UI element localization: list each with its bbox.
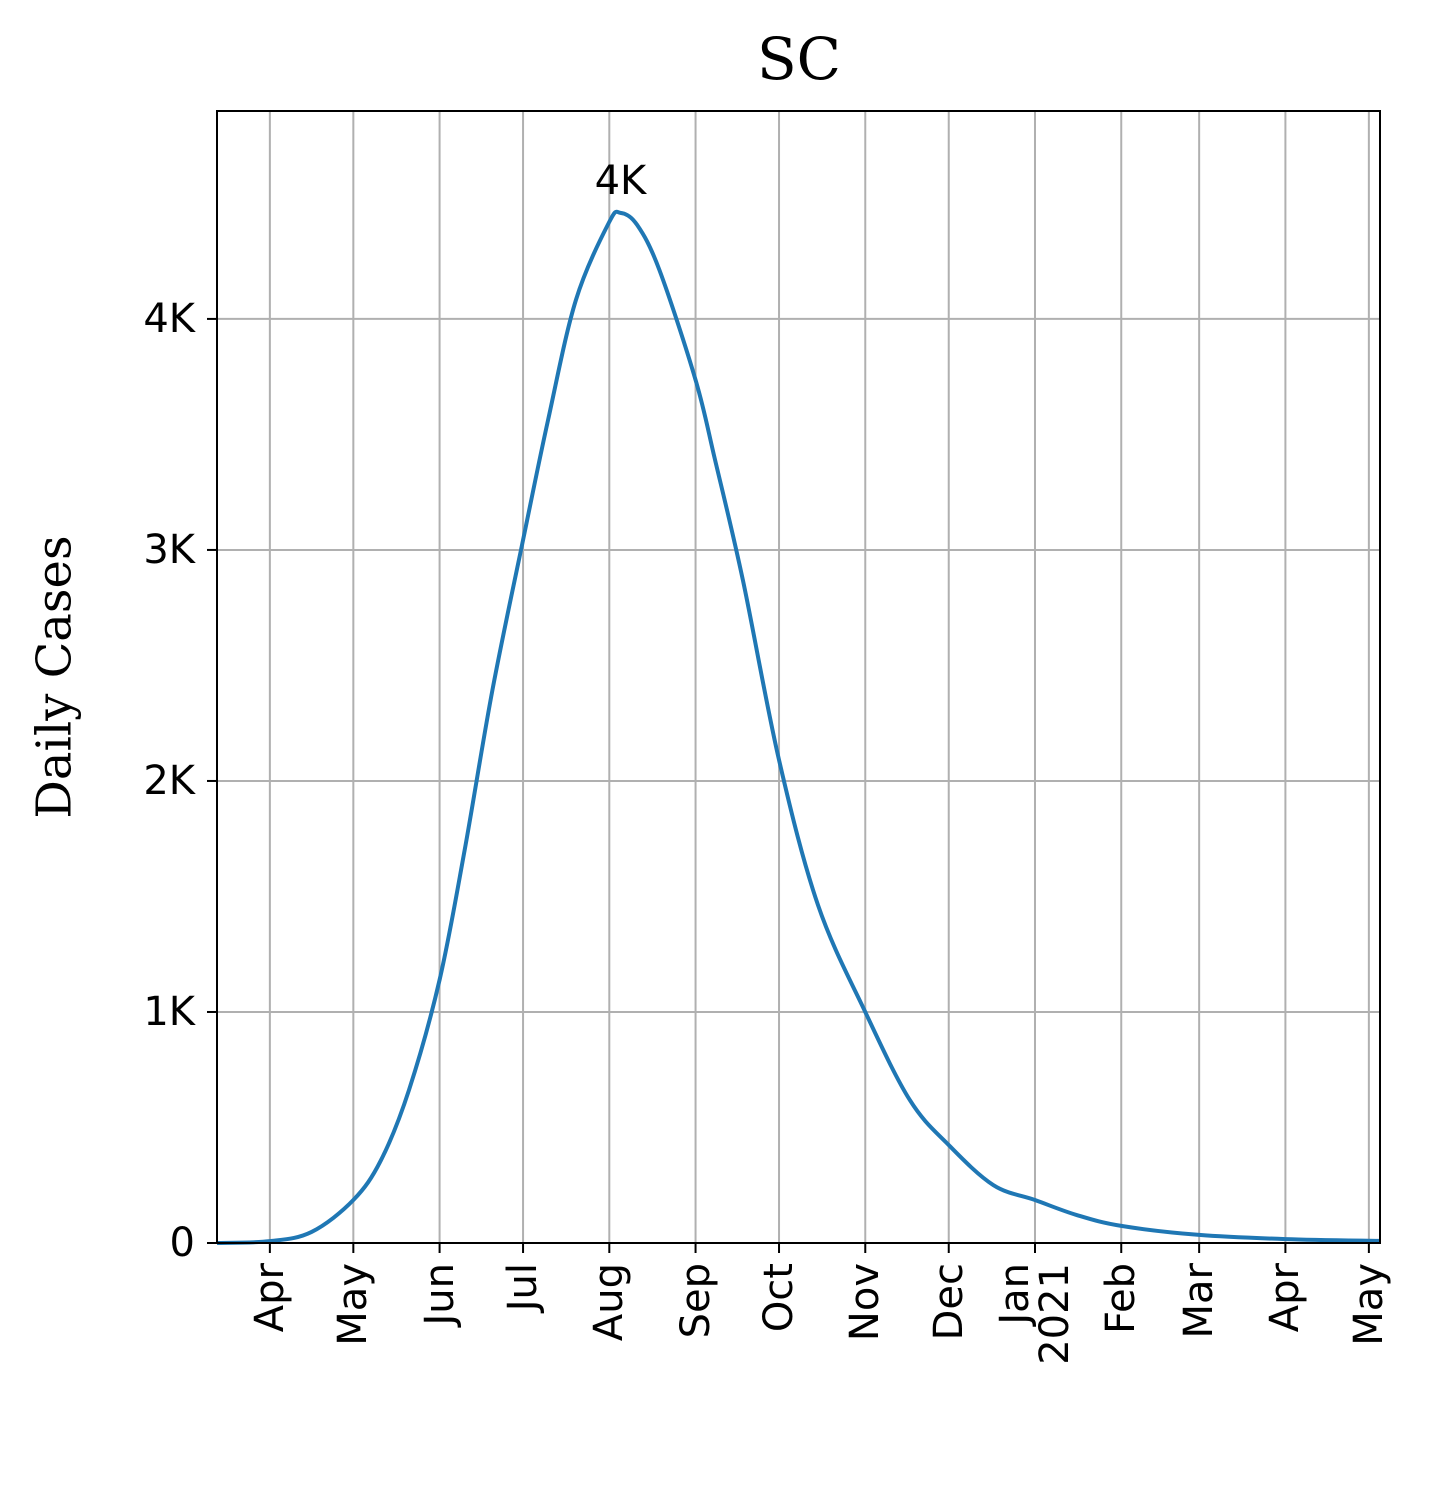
x-tick-label: Jun: [416, 1263, 463, 1326]
data-line: [216, 209, 1381, 1245]
x-tick-label: Oct: [756, 1263, 803, 1333]
x-tick-label: Nov: [842, 1263, 889, 1342]
x-tick-label: Jul: [500, 1263, 547, 1312]
x-tick-label: Jan 2021: [991, 1263, 1078, 1365]
peak-label: 4K: [595, 158, 648, 204]
y-tick-label: 4K: [143, 296, 196, 342]
x-tick-label: Dec: [925, 1263, 972, 1341]
x-tick-label: Mar: [1176, 1263, 1223, 1339]
x-tick-label: Aug: [586, 1263, 633, 1342]
x-tick-label: May: [330, 1263, 377, 1346]
y-tick-label: 0: [170, 1220, 195, 1266]
x-tick-label: Apr: [1262, 1263, 1309, 1333]
y-axis-label: Daily Cases: [27, 535, 83, 818]
x-tick-label: Feb: [1098, 1263, 1145, 1334]
x-tick-label: Sep: [672, 1263, 719, 1339]
y-tick-label: 2K: [143, 758, 196, 804]
y-tick-label: 1K: [143, 989, 196, 1035]
x-tick-label: Apr: [246, 1263, 293, 1333]
x-tick-label: May: [1345, 1263, 1392, 1346]
chart-title: SC: [757, 25, 841, 93]
y-tick-label: 3K: [143, 527, 196, 573]
plot-frame: [216, 110, 1381, 1244]
